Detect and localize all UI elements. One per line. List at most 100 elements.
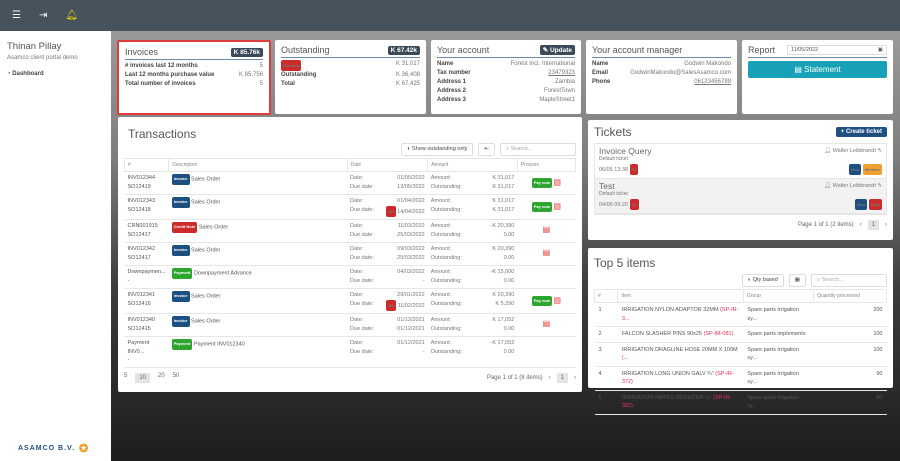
column-header[interactable]: # <box>593 289 619 303</box>
status-badge: New <box>848 164 862 175</box>
next-page-button[interactable]: › <box>885 222 887 229</box>
pay-now-button[interactable]: Pay now <box>531 201 552 213</box>
doc-number[interactable]: Downpaymen... <box>127 269 166 275</box>
pdf-icon[interactable]: ▤ <box>553 295 562 305</box>
doc-number[interactable]: INV012343 <box>127 198 156 204</box>
column-header[interactable]: Amount <box>427 158 518 172</box>
column-header[interactable]: Group <box>742 289 814 303</box>
table-row[interactable]: INV012343 SO12418 Invoice Sales Order Dat… <box>124 194 576 220</box>
ticket-item[interactable]: Test 👤︎ Walter Leibbrandt ✎ Default ticket… <box>595 179 886 215</box>
doc-number[interactable]: Payment INV0... <box>127 340 150 355</box>
doc-number[interactable]: INV012341 <box>127 292 156 298</box>
pdf-icon[interactable]: ▤ <box>542 248 551 258</box>
prev-page-button[interactable]: ‹ <box>548 374 551 381</box>
search-placeholder: Search... <box>510 146 533 152</box>
edit-icon[interactable]: ✎ <box>877 183 882 190</box>
item-group: Spare parts Irrigation sy... <box>743 390 814 415</box>
order-number: SO12416 <box>127 300 151 307</box>
pay-now-button[interactable]: Pay now <box>531 295 552 307</box>
table-row[interactable]: 1 IRRIGATION NYLON ADAPTOR 32MM (SP-IR-3.… <box>594 302 887 327</box>
amount-label: Amount: <box>430 198 452 204</box>
menu-icon[interactable]: ☰ <box>12 10 21 21</box>
outstanding-value: K 5,390 <box>495 301 515 307</box>
bell-icon[interactable]: 🔔︎ <box>65 10 79 21</box>
table-row[interactable]: INV012342 SO12417 Invoice Sales Order Dat… <box>124 242 576 266</box>
doc-number[interactable]: INV012342 <box>127 246 156 252</box>
column-header[interactable]: Item <box>617 289 744 303</box>
update-button[interactable]: ✎ Update <box>539 45 575 55</box>
info-row: Address 3 MapleStreet1 <box>437 96 575 105</box>
page-size-option[interactable]: 10 <box>135 372 151 383</box>
sidebar-item-dashboard[interactable]: ◔ Dashboard <box>7 71 44 77</box>
outstanding-card[interactable]: Outstanding K 67.42k Overdue K 31,017 Outs… <box>275 40 426 114</box>
table-row[interactable]: INV012344 SO12419 Invoice Sales Order Dat… <box>124 171 576 195</box>
due-value: - <box>422 349 425 355</box>
doc-number[interactable]: INV012340 <box>127 317 156 323</box>
info-value: MapleStreet1 <box>539 97 575 103</box>
pdf-icon[interactable]: ▤ <box>553 177 562 187</box>
table-row[interactable]: 4 IRRIGATION LONG UNION GALV ¾" (SP-IR-37… <box>594 366 887 391</box>
table-row[interactable]: 3 IRRIGATION DRAGLINE HOSE 20MM X 100M (.… <box>594 342 887 367</box>
page-button[interactable]: 1 <box>867 220 879 231</box>
table-row[interactable]: 2 FALCON SLASHER PINS 90x25 (SP-IM-081) Sp… <box>594 326 887 343</box>
report-date-input[interactable]: 11/05/2022 ▣ <box>787 45 887 55</box>
info-value[interactable]: 23479323 <box>548 70 575 76</box>
invoices-card[interactable]: Invoices K 85.76k # invoices last 12 mont… <box>117 40 271 115</box>
show-outstanding-toggle[interactable]: ◐ Show outstanding only <box>401 143 474 156</box>
next-page-button[interactable]: › <box>574 374 576 381</box>
logout-icon[interactable]: ⇥ <box>38 10 48 21</box>
table-row[interactable]: INV012340 SO12415 Invoice Sales Order Dat… <box>124 313 576 337</box>
column-header[interactable]: Description <box>168 158 348 172</box>
info-label: Email <box>592 70 609 76</box>
info-value[interactable]: 06123456789 <box>694 79 731 85</box>
page-size-option[interactable]: 50 <box>172 372 180 379</box>
table-row[interactable]: Downpaymen... - Payment Downpayment Advan… <box>124 265 576 289</box>
ticket-item[interactable]: Invoice Query 👤︎ Walter Leibbrandt ✎ Defau… <box>595 144 886 180</box>
table-row[interactable]: Payment INV0... - Payment Payment INV0123… <box>124 336 576 368</box>
prev-page-button[interactable]: ‹ <box>859 222 862 229</box>
info-value: K 67,425 <box>395 81 420 87</box>
qty-based-toggle[interactable]: ◐ Qty based <box>741 274 784 287</box>
outstanding-value: 0.00 <box>503 326 515 332</box>
table-row[interactable]: CRN001915 SO12417 Credit Note Sales Order… <box>124 219 576 243</box>
description: Sales Order <box>191 176 221 183</box>
export-button[interactable]: ▦ <box>788 274 806 287</box>
description: Sales Order <box>191 293 221 300</box>
statement-button[interactable]: ▤ Statement <box>748 61 887 78</box>
table-row[interactable]: INV012341 SO12416 Invoice Sales Order Dat… <box>124 288 576 314</box>
pay-now-button[interactable]: Pay now <box>531 177 552 189</box>
outstanding-label: Outstanding: <box>430 255 462 261</box>
column-header[interactable]: Quantity processed <box>812 289 888 303</box>
search-input[interactable]: ⌕ Search... <box>811 274 887 287</box>
page-info: Page 1 of 1 (8 items) <box>486 374 543 381</box>
page-button[interactable]: 1 <box>556 372 568 383</box>
pdf-icon[interactable]: ▤ <box>542 225 551 235</box>
column-header[interactable]: Process <box>516 158 577 172</box>
table-row[interactable]: 5 IRRIGATION NIPPLE REDUCER ½" (SP-IR-382… <box>594 390 887 415</box>
logo-emblem-icon: ✪ <box>79 443 90 455</box>
page-size-option[interactable]: 5 <box>124 372 128 379</box>
create-ticket-button[interactable]: + Create ticket <box>835 127 887 137</box>
info-label: Last 12 months purchase value <box>125 72 215 78</box>
amount-value: K 20,390 <box>492 246 515 252</box>
item-name: IRRIGATION NYLON ADAPTOR 32MM <box>621 307 719 313</box>
page-size-option[interactable]: 20 <box>158 372 165 379</box>
amount-value: K 31,017 <box>492 198 515 204</box>
ticket-time: 06/05 13:38 <box>599 166 629 173</box>
doc-number[interactable]: INV012344 <box>127 175 156 181</box>
info-value: K 85,756 <box>238 72 263 78</box>
column-header[interactable]: Date <box>346 158 429 172</box>
doc-number[interactable]: CRN001915 <box>127 223 158 229</box>
ticket-user: Walter Leibbrandt <box>832 148 876 154</box>
search-input[interactable]: ⌕ Search... <box>500 143 576 156</box>
type-badge: Credit Note <box>171 222 198 233</box>
calendar-icon[interactable]: ▣ <box>877 47 883 53</box>
pdf-icon[interactable]: ▤ <box>553 201 562 211</box>
edit-icon[interactable]: ✎ <box>877 148 882 154</box>
pdf-icon[interactable]: ▤ <box>542 319 551 329</box>
card-title: Top 5 items <box>594 256 656 270</box>
rank: 2 <box>594 326 618 343</box>
column-header[interactable]: # <box>123 158 170 172</box>
rank: 4 <box>594 366 618 391</box>
export-button[interactable]: ⇤ <box>478 143 495 156</box>
